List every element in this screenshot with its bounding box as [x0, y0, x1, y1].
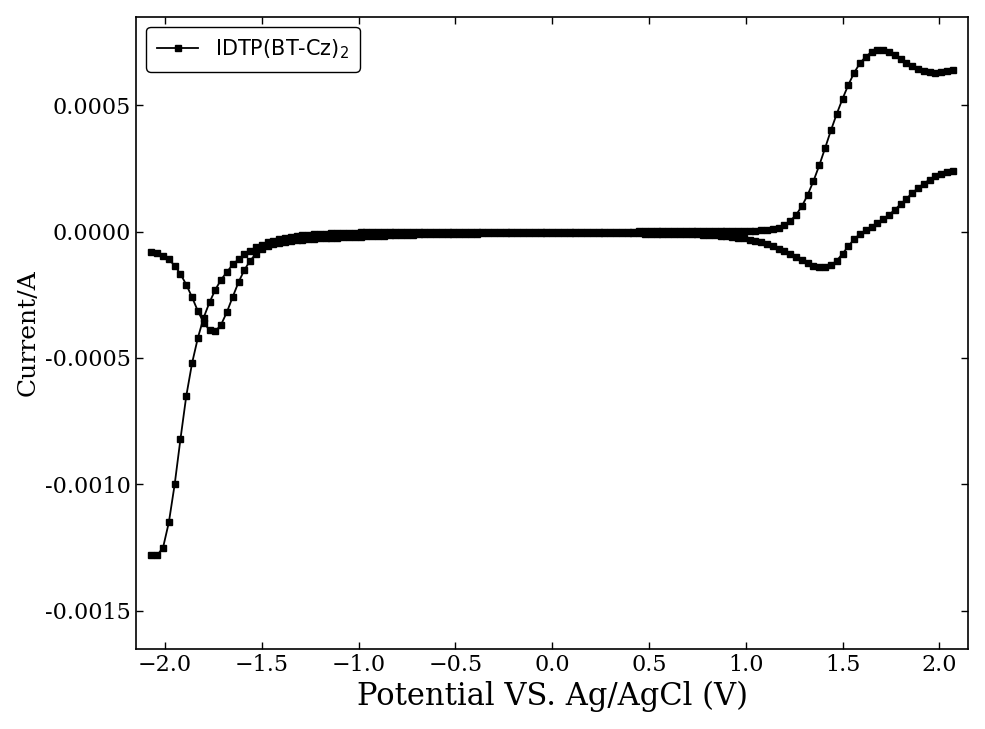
Y-axis label: Current/A: Current/A — [17, 269, 39, 396]
Legend: IDTP(BT-Cz)$_2$: IDTP(BT-Cz)$_2$ — [147, 27, 360, 71]
X-axis label: Potential VS. Ag/AgCl (V): Potential VS. Ag/AgCl (V) — [357, 681, 748, 712]
